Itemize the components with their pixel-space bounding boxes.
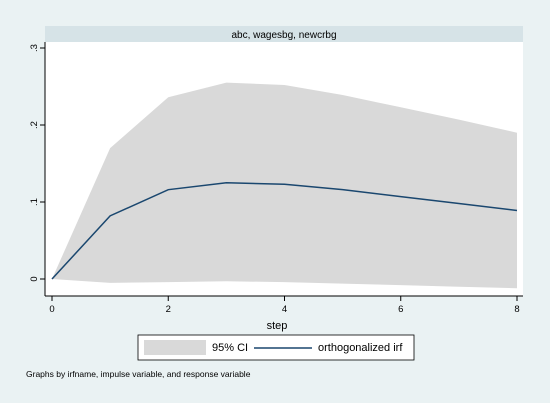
panel-title: abc, wagesbg, newcrbg (231, 30, 336, 41)
y-tick-label: .1 (29, 198, 40, 206)
x-tick-label: 2 (166, 304, 171, 315)
panel-header (45, 26, 523, 42)
legend-irf-label: orthogonalized irf (318, 342, 403, 354)
x-ticks: 0 2 4 6 8 (49, 296, 520, 315)
y-tick-label: 0 (29, 276, 40, 281)
x-tick-label: 0 (49, 304, 54, 315)
irf-line-layer (51, 181, 518, 280)
x-tick-label: 8 (514, 304, 519, 315)
y-ticks: 0 .1 .2 .3 (29, 44, 45, 282)
legend-ci-swatch (144, 340, 206, 355)
irf-line (51, 181, 518, 280)
x-axis-label: step (267, 320, 288, 332)
y-tick-label: .3 (29, 44, 40, 52)
graph-note: Graphs by irfname, impulse variable, and… (26, 369, 251, 379)
legend-ci-label: 95% CI (212, 342, 248, 354)
x-tick-label: 4 (282, 304, 287, 315)
ci-band (52, 82, 517, 289)
ci-band-layer (52, 82, 517, 289)
x-tick-label: 6 (398, 304, 403, 315)
y-tick-label: .2 (29, 121, 40, 129)
